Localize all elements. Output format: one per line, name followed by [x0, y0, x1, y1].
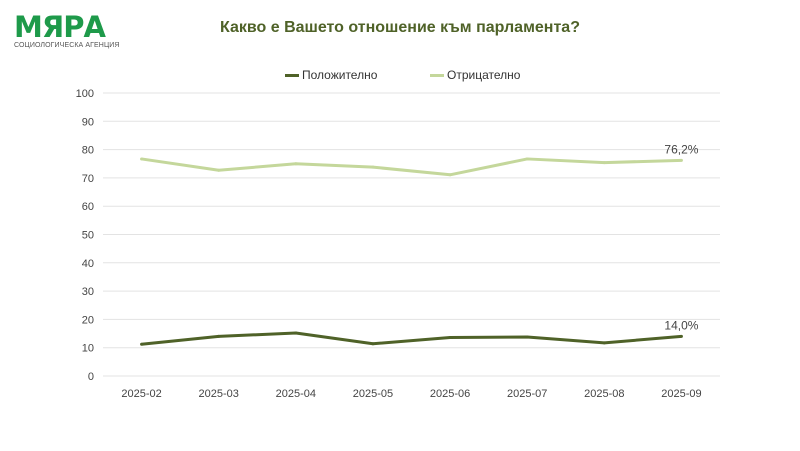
data-point — [679, 334, 683, 338]
data-point — [140, 157, 144, 161]
data-point — [448, 336, 452, 340]
y-tick-label: 10 — [82, 343, 94, 355]
legend-label: Отрицателно — [447, 68, 521, 82]
data-point — [602, 161, 606, 165]
data-point — [679, 158, 683, 162]
data-point — [525, 335, 529, 339]
x-tick-label: 2025-08 — [584, 388, 624, 400]
x-tick-label: 2025-05 — [353, 388, 393, 400]
x-tick-label: 2025-07 — [507, 388, 547, 400]
y-tick-label: 70 — [82, 173, 94, 185]
series-line-positive — [141, 331, 682, 346]
x-tick-label: 2025-02 — [121, 388, 161, 400]
chart-title: Какво е Вашето отношение към парламента? — [220, 19, 580, 36]
y-tick-label: 100 — [76, 88, 94, 100]
data-point — [371, 165, 375, 169]
x-tick-label: 2025-06 — [430, 388, 470, 400]
y-tick-label: 80 — [82, 145, 94, 157]
data-point — [371, 342, 375, 346]
data-point — [294, 162, 298, 166]
y-tick-label: 20 — [82, 314, 94, 326]
y-tick-label: 0 — [88, 371, 94, 383]
data-point — [448, 173, 452, 177]
legend-swatch — [285, 73, 299, 77]
data-point — [217, 168, 221, 172]
data-label: 14,0% — [664, 318, 698, 332]
y-tick-label: 50 — [82, 230, 94, 242]
y-tick-label: 60 — [82, 201, 94, 213]
logo-subtitle: СОЦИОЛОГИЧЕСКА АГЕНЦИЯ — [14, 42, 120, 49]
y-tick-label: 90 — [82, 116, 94, 128]
x-tick-label: 2025-04 — [276, 388, 316, 400]
data-point — [525, 157, 529, 161]
data-label: 76,2% — [664, 142, 698, 156]
data-point — [140, 342, 144, 346]
legend-swatch — [430, 73, 444, 77]
legend-label: Положително — [302, 68, 378, 82]
legend-item-positive: Положително — [285, 68, 377, 82]
legend-item-negative: Отрицателно — [430, 68, 520, 82]
x-tick-label: 2025-09 — [661, 388, 701, 400]
logo: МЯРА СОЦИОЛОГИЧЕСКА АГЕНЦИЯ — [14, 12, 120, 49]
logo-name: МЯРА — [14, 10, 106, 44]
y-tick-label: 40 — [82, 258, 94, 270]
series-line-negative — [141, 157, 682, 177]
data-point — [294, 331, 298, 335]
data-point — [217, 334, 221, 338]
y-tick-label: 30 — [82, 286, 94, 298]
data-point — [602, 341, 606, 345]
x-tick-label: 2025-03 — [199, 388, 239, 400]
